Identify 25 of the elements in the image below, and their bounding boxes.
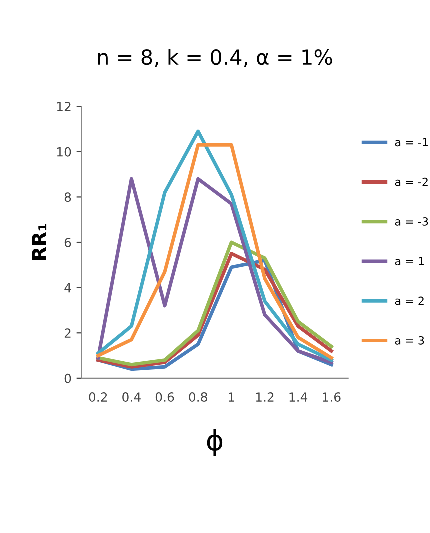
line-series bbox=[96, 177, 334, 364]
x-tick-label: 1 bbox=[229, 392, 234, 402]
legend-label: a = -1 bbox=[395, 138, 428, 147]
x-tick-label: 1.4 bbox=[290, 392, 308, 402]
y-axis-title: RR₁ bbox=[32, 224, 47, 260]
x-axis-title: ϕ bbox=[207, 429, 223, 456]
chart-title: n = 8, k = 0.4, α = 1% bbox=[98, 49, 332, 68]
y-tick-label: 4 bbox=[64, 283, 72, 293]
y-tick-label: 6 bbox=[64, 238, 72, 248]
x-tick-label: 0.8 bbox=[189, 392, 208, 402]
legend-label: a = -3 bbox=[395, 218, 428, 226]
legend-label: a = -2 bbox=[395, 178, 428, 186]
x-tick-label: 1.6 bbox=[323, 392, 341, 402]
y-tick-label: 2 bbox=[64, 328, 71, 338]
x-tick-label: 0.6 bbox=[156, 392, 174, 402]
legend-label: a = 3 bbox=[395, 336, 424, 345]
x-tick-label: 0.4 bbox=[122, 392, 141, 402]
y-tick-label: 0 bbox=[64, 374, 72, 384]
y-tick-label: 10 bbox=[57, 147, 72, 157]
y-tick-label: 12 bbox=[57, 102, 71, 112]
legend-label: a = 1 bbox=[395, 257, 424, 266]
y-tick-label: 8 bbox=[64, 192, 72, 202]
x-tick-label: 1.2 bbox=[256, 392, 274, 402]
legend-label: a = 2 bbox=[395, 296, 424, 306]
x-tick-label: 0.2 bbox=[89, 392, 108, 402]
